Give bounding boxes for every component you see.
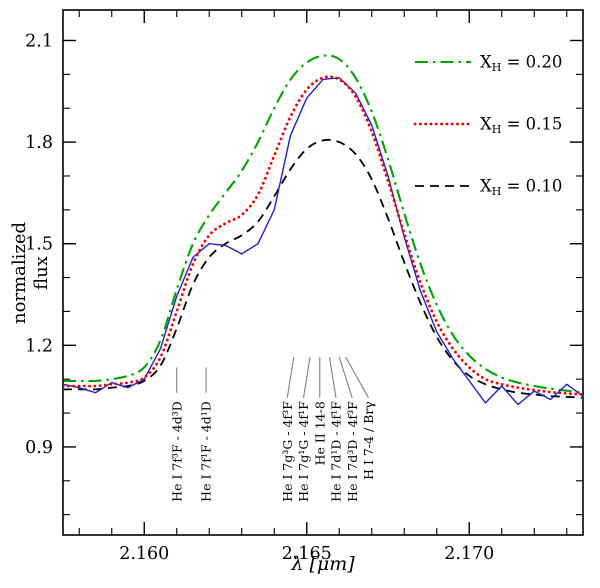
- y-axis-label: normalized flux: [9, 222, 52, 325]
- y-tick-label: 2.1: [25, 31, 53, 51]
- line-id-label: H I 7-4 / Brγ: [361, 401, 376, 480]
- series-curves: [64, 54, 582, 406]
- series-X_H = 0.20: [64, 54, 582, 394]
- line-id-annotations: He I 7f³F - 4d³D He I 7f¹F - 4d¹D He I 7g³…: [169, 356, 376, 502]
- axes-frame: 2.160 2.165 2.170 0.9 1.2 1.5 1.8 2.1: [25, 9, 584, 564]
- line-id-mark: [338, 357, 353, 398]
- line-id-mark: [328, 357, 337, 398]
- x-tick-label: 2.160: [119, 544, 169, 564]
- legend: XH = 0.20 XH = 0.15 XH = 0.10: [413, 53, 562, 199]
- line-id-label: He I 7g¹G - 4f¹F: [296, 401, 311, 502]
- x-tick-label: 2.165: [282, 544, 332, 564]
- series-observed-spectrum: [64, 77, 582, 406]
- line-id-label: He II 14-8: [312, 401, 327, 465]
- line-id-mark: [345, 356, 369, 399]
- line-id-label: He I 7f³F - 4d³D: [169, 401, 184, 502]
- series-X_H = 0.10: [64, 138, 582, 399]
- line-id-mark: [302, 357, 311, 398]
- line-id-label: He I 7d³D - 4f³F: [345, 401, 360, 502]
- x-tick-label: 2.170: [444, 544, 494, 564]
- y-tick-label: 1.8: [25, 133, 53, 153]
- y-tick-label: 1.2: [25, 336, 53, 356]
- line-id-mark: [286, 357, 295, 398]
- line-id-label: He I 7d¹D - 4f¹F: [329, 401, 344, 502]
- series-X_H = 0.15: [64, 75, 582, 396]
- legend-entry-label: XH = 0.20: [480, 53, 562, 75]
- y-tick-label: 1.5: [25, 235, 53, 255]
- legend-entry-label: XH = 0.15: [480, 115, 562, 137]
- x-axis-label: λ [μm]: [291, 553, 355, 575]
- legend-entry-label: XH = 0.10: [480, 177, 562, 199]
- y-tick-label: 0.9: [25, 438, 53, 458]
- line-id-label: He I 7g³G - 4f³F: [280, 401, 295, 502]
- line-id-label: He I 7f¹F - 4d¹D: [199, 401, 214, 502]
